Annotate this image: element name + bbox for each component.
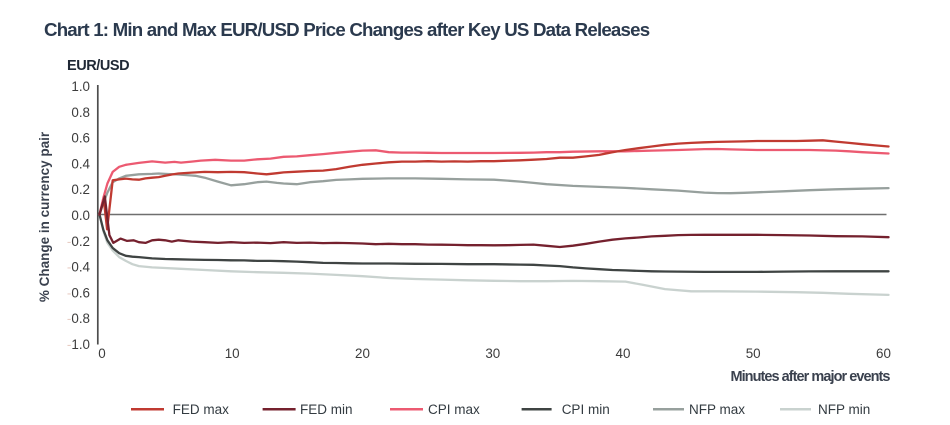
svg-text:-0.6: -0.6: [67, 285, 90, 300]
svg-text:10: 10: [225, 346, 240, 361]
svg-text:0.6: 0.6: [71, 131, 90, 146]
svg-text:30: 30: [485, 346, 500, 361]
svg-text:EUR/USD: EUR/USD: [67, 58, 129, 74]
svg-text:CPI max: CPI max: [428, 402, 480, 417]
svg-text:0.8: 0.8: [71, 105, 90, 120]
svg-text:-0.4: -0.4: [67, 260, 91, 275]
svg-text:20: 20: [355, 346, 370, 361]
svg-text:0.0: 0.0: [71, 208, 90, 223]
svg-text:60: 60: [876, 346, 891, 361]
svg-text:40: 40: [616, 346, 631, 361]
svg-text:NFP max: NFP max: [689, 402, 745, 417]
svg-text:NFP min: NFP min: [818, 402, 870, 417]
svg-text:-1.0: -1.0: [67, 337, 90, 352]
svg-text:Minutes after major events: Minutes after major events: [730, 369, 890, 385]
svg-text:FED min: FED min: [300, 402, 353, 417]
svg-text:50: 50: [746, 346, 761, 361]
svg-text:% Change in currency pair: % Change in currency pair: [37, 131, 52, 302]
svg-text:1.0: 1.0: [71, 79, 90, 94]
svg-text:0: 0: [98, 346, 105, 361]
svg-text:0.2: 0.2: [71, 182, 90, 197]
svg-text:0.4: 0.4: [71, 156, 90, 171]
svg-text:CPI min: CPI min: [562, 402, 610, 417]
svg-text:-0.8: -0.8: [67, 311, 90, 326]
svg-text:Chart 1: Min and Max EUR/USD P: Chart 1: Min and Max EUR/USD Price Chang…: [44, 19, 650, 40]
svg-text:-0.2: -0.2: [67, 234, 90, 249]
svg-text:FED max: FED max: [173, 402, 230, 417]
